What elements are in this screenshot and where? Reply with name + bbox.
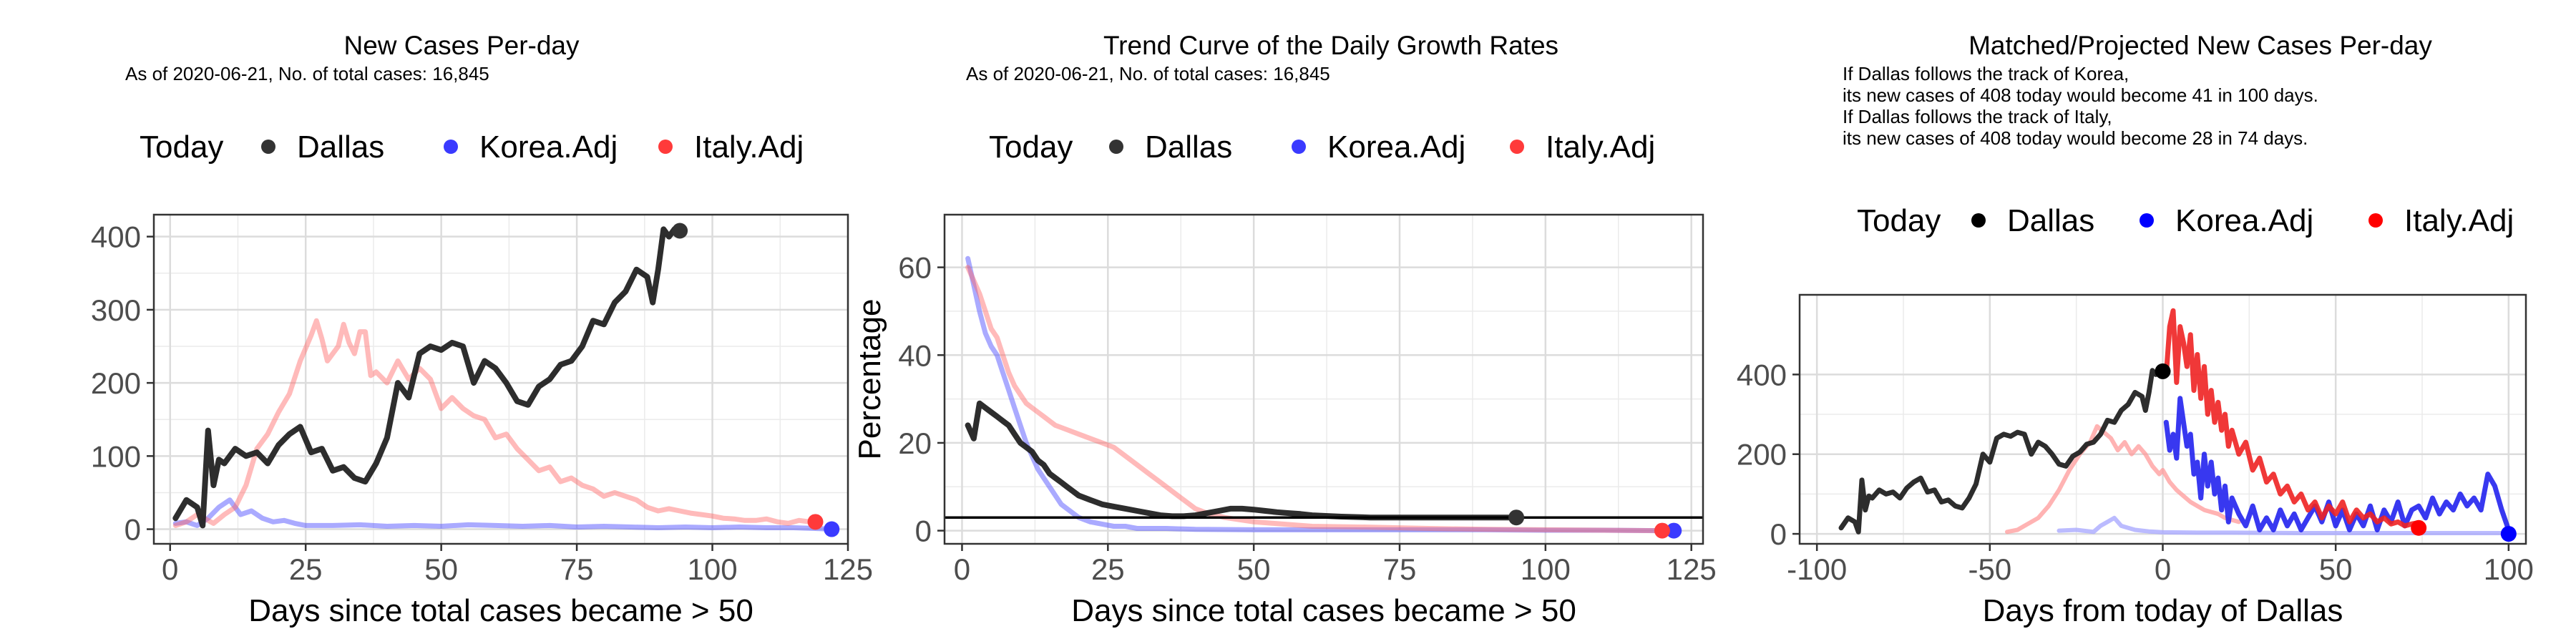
y-axis-label: Percentage [852,298,887,459]
series-line-dallas [172,226,683,529]
x-tick-label: 75 [560,552,594,586]
legend-marker [1510,140,1524,154]
today-point-italy-adj [1654,522,1670,539]
chart-title: Trend Curve of the Daily Growth Rates [1103,31,1558,60]
legend-label: Dallas [297,130,384,165]
x-tick-label: 0 [162,552,178,586]
legend-marker [1971,213,1986,228]
chart-annotation-line: If Dallas follows the track of Korea, [1843,63,2129,84]
y-tick-label: 0 [915,514,932,548]
chart-panel-3: Matched/Projected New Cases Per-day If Da… [1737,31,2534,628]
x-tick-label: 0 [954,552,970,586]
series-line-italy-adj [2163,308,2421,529]
plot-area [1838,308,2512,535]
x-tick-label: 75 [1383,552,1417,586]
series-line-korea-adj [2163,396,2512,532]
legend-marker [2140,213,2154,228]
plot-area [945,255,1703,534]
x-axis-label: Days from today of Dallas [1983,593,2343,628]
x-tick-label: 100 [2484,552,2534,586]
x-axis-label: Days since total cases became > 50 [248,593,753,628]
plot-border [152,213,849,545]
x-tick-label: -50 [1968,552,2011,586]
x-tick-label: 125 [1667,552,1717,586]
series-line-italy-adj-matched- [2005,424,2241,535]
x-tick-label: 100 [688,552,738,586]
legend-label: Korea.Adj [1327,130,1465,165]
x-tick-label: 25 [1091,552,1125,586]
today-point-dallas [1508,509,1525,526]
series-line-dallas [1838,368,2165,535]
legend-marker [658,140,673,154]
y-tick-label: 20 [898,426,932,460]
chart-panel-2: Trend Curve of the Daily Growth Rates As … [852,31,1717,628]
x-tick-label: 50 [1237,552,1271,586]
legend-label: Dallas [2007,203,2094,238]
legend: Today Dallas Korea.Adj Italy.Adj [1857,203,2514,238]
legend-marker [444,140,458,154]
series-line-dallas [965,400,1520,521]
today-point-korea-adj [824,521,840,537]
x-tick-label: 50 [424,552,458,586]
y-tick-label: 60 [898,251,932,285]
legend-marker [261,140,275,154]
today-point-dallas [672,223,688,239]
legend-marker [2368,213,2383,228]
y-tick-label: 0 [1770,517,1787,551]
legend-label: Korea.Adj [2175,203,2313,238]
chart-panel-1: New Cases Per-day As of 2020-06-21, No. o… [91,31,873,628]
plot-area [172,226,834,532]
series-line-korea-adj-matched- [2057,515,2511,535]
series-line-korea-adj [965,255,1677,534]
legend-label: Italy.Adj [694,130,804,165]
plot-border [943,213,1704,545]
series-line-korea-adj [172,497,834,532]
y-tick-label: 400 [91,220,141,254]
x-tick-label: 125 [823,552,873,586]
today-point-korea-adj [1666,522,1682,539]
legend: Today Dallas Korea.Adj Italy.Adj [989,130,1655,165]
legend-label: Korea.Adj [479,130,618,165]
y-tick-label: 300 [91,293,141,327]
today-point-dallas [2155,363,2171,379]
chart-subtitle: As of 2020-06-21, No. of total cases: 16… [966,63,1330,84]
y-tick-label: 0 [125,513,141,547]
legend-title: Today [140,130,223,165]
x-axis-label: Days since total cases became > 50 [1071,593,1576,628]
chart-annotation-line: If Dallas follows the track of Italy, [1843,106,2112,127]
chart-subtitle: As of 2020-06-21, No. of total cases: 16… [125,63,489,84]
today-point-korea-adj [2500,526,2517,542]
y-tick-label: 200 [91,366,141,400]
legend-marker [1292,140,1306,154]
legend-label: Italy.Adj [1546,130,1655,165]
y-tick-label: 200 [1737,438,1787,472]
x-tick-label: 0 [2155,552,2171,586]
today-point-italy-adj [2411,519,2427,536]
today-point-italy-adj [807,514,824,530]
legend-marker [1109,140,1123,154]
x-tick-label: 100 [1521,552,1571,586]
y-tick-label: 100 [91,439,141,473]
legend-title: Today [989,130,1073,165]
x-tick-label: 50 [2319,552,2353,586]
grid [154,215,849,544]
chart-title: New Cases Per-day [343,31,580,60]
x-tick-label: -100 [1787,552,1847,586]
grid [1800,295,2526,544]
legend-title: Today [1857,203,1941,238]
legend: Today Dallas Korea.Adj Italy.Adj [140,130,804,165]
chart-annotation-line: its new cases of 408 today would become … [1843,127,2308,149]
chart-title: Matched/Projected New Cases Per-day [1968,31,2432,60]
series-line-italy-adj [172,318,813,528]
y-tick-label: 40 [898,338,932,372]
grid [945,215,1703,544]
y-tick-label: 400 [1737,358,1787,391]
series-line-italy-adj [965,265,1659,534]
legend-label: Dallas [1145,130,1232,165]
x-tick-label: 25 [289,552,323,586]
chart-annotation-line: its new cases of 408 today would become … [1843,84,2318,106]
legend-label: Italy.Adj [2404,203,2514,238]
